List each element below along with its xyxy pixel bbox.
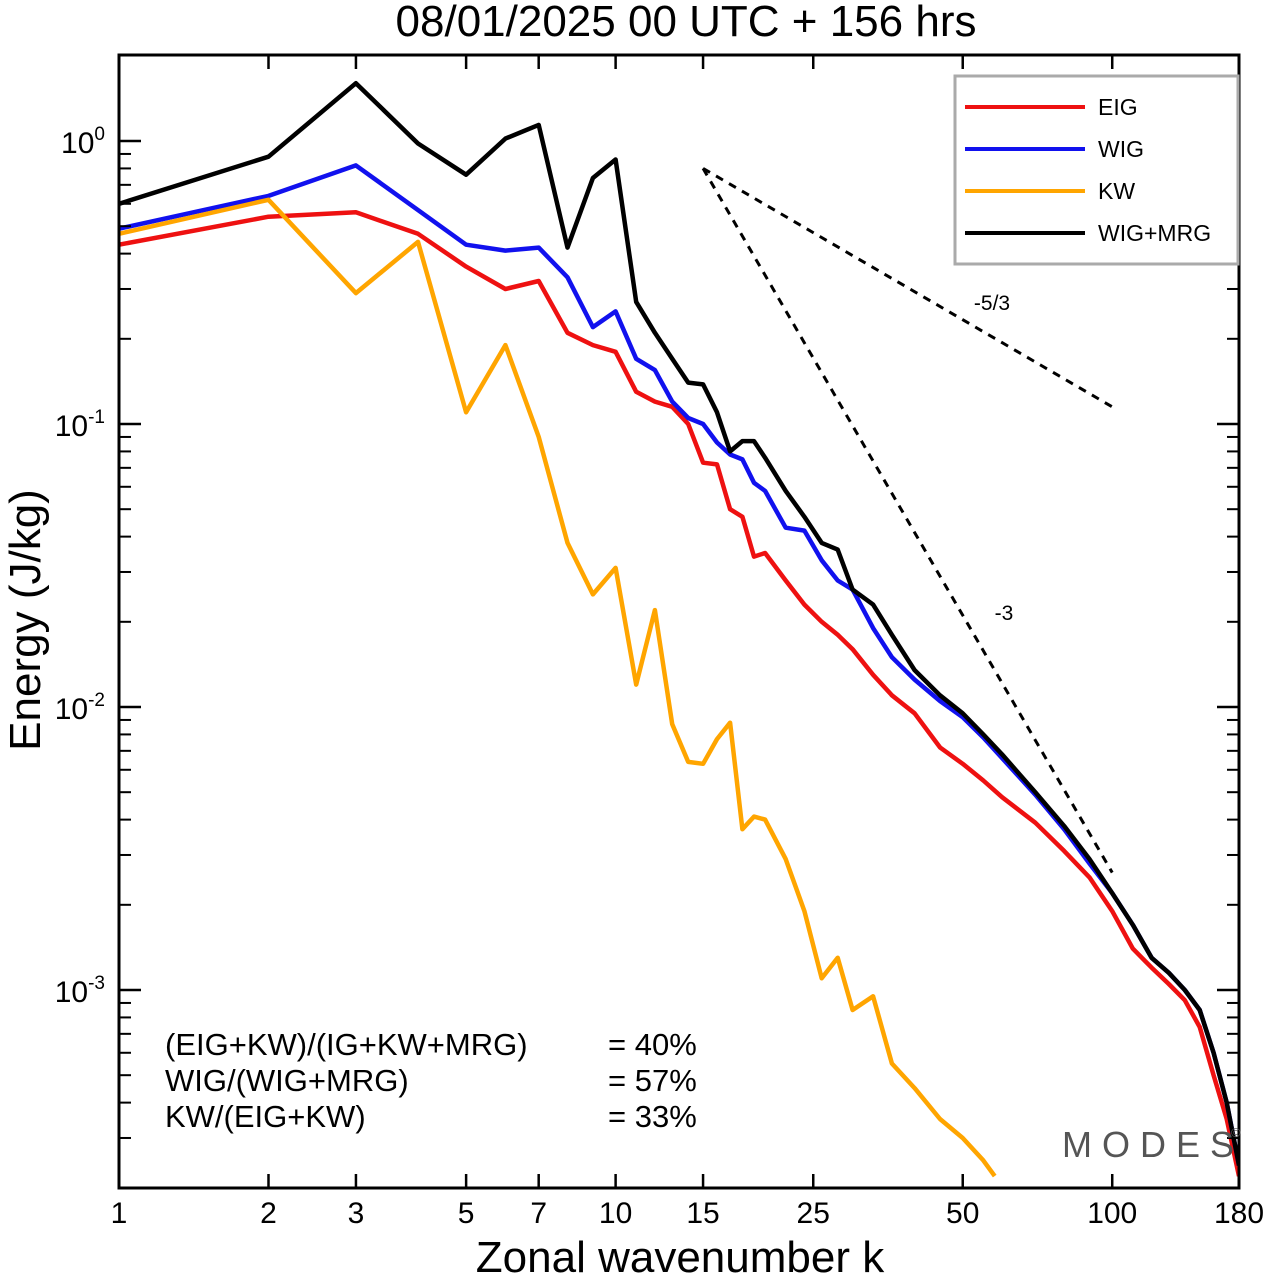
series-line-wig-mrg	[119, 80, 1239, 1166]
x-tick-label: 5	[458, 1197, 475, 1230]
x-tick-label: 1	[111, 1197, 128, 1230]
reference-line-1	[702, 167, 1113, 409]
ratio-value: = 33%	[608, 1099, 697, 1134]
legend-entries: EIG WIG KW WIG+MRG	[965, 94, 1211, 246]
series-line-wig	[119, 163, 1239, 1166]
legend-label-kw: KW	[1098, 178, 1135, 204]
chart-title: 08/01/2025 00 UTC + 156 hrs	[396, 0, 977, 46]
x-tick-label: 3	[348, 1197, 365, 1230]
x-tick-label: 10	[599, 1197, 632, 1230]
energy-ratio-annotations: (EIG+KW)/(IG+KW+MRG) = 40% WIG/(WIG+MRG) = …	[165, 1027, 697, 1134]
reference-line-label: -5/3	[974, 292, 1010, 315]
y-tick-label: 10-3	[55, 973, 105, 1009]
x-axis-title: Zonal wavenumber k	[476, 1233, 885, 1281]
x-tick-label: 50	[946, 1197, 979, 1230]
copyright-mark: ©	[1231, 1125, 1241, 1140]
x-tick-label: 2	[260, 1197, 277, 1230]
series-line-eig	[119, 210, 1239, 1177]
x-tick-label: 100	[1087, 1197, 1137, 1230]
series-line-kw	[119, 197, 997, 1178]
legend-label-wig-mrg: WIG+MRG	[1098, 220, 1211, 246]
x-tick-label: 25	[797, 1197, 830, 1230]
legend-label-eig: EIG	[1098, 94, 1138, 120]
y-axis-title: Energy (J/kg)	[1, 489, 50, 751]
x-tick-label: 15	[686, 1197, 719, 1230]
ratio-label: KW/(EIG+KW)	[165, 1099, 366, 1134]
y-tick-label: 10-1	[55, 407, 105, 443]
y-tick-label: 10-2	[55, 690, 105, 726]
ratio-value: = 40%	[608, 1027, 697, 1062]
series-layer	[119, 80, 1239, 1178]
ratio-label: (EIG+KW)/(IG+KW+MRG)	[165, 1027, 528, 1062]
reference-line-2	[701, 167, 1114, 874]
legend: EIG WIG KW WIG+MRG	[953, 74, 1240, 266]
modes-watermark: MODES	[1062, 1124, 1244, 1165]
ratio-label: WIG/(WIG+MRG)	[165, 1063, 409, 1098]
plot-frame	[117, 53, 1241, 1190]
x-tick-label: 180	[1214, 1197, 1264, 1230]
axis-ticks: 1 2 3 5 7 10 15 25 50 100 180 100 10-1 10-2 10-3	[55, 55, 1264, 1230]
ratio-value: = 57%	[608, 1063, 697, 1098]
reference-line-label: -3	[995, 602, 1014, 625]
reference-lines: -5/3 -3	[701, 167, 1114, 874]
legend-label-wig: WIG	[1098, 136, 1144, 162]
x-tick-label: 7	[530, 1197, 547, 1230]
y-tick-label: 100	[61, 124, 105, 160]
